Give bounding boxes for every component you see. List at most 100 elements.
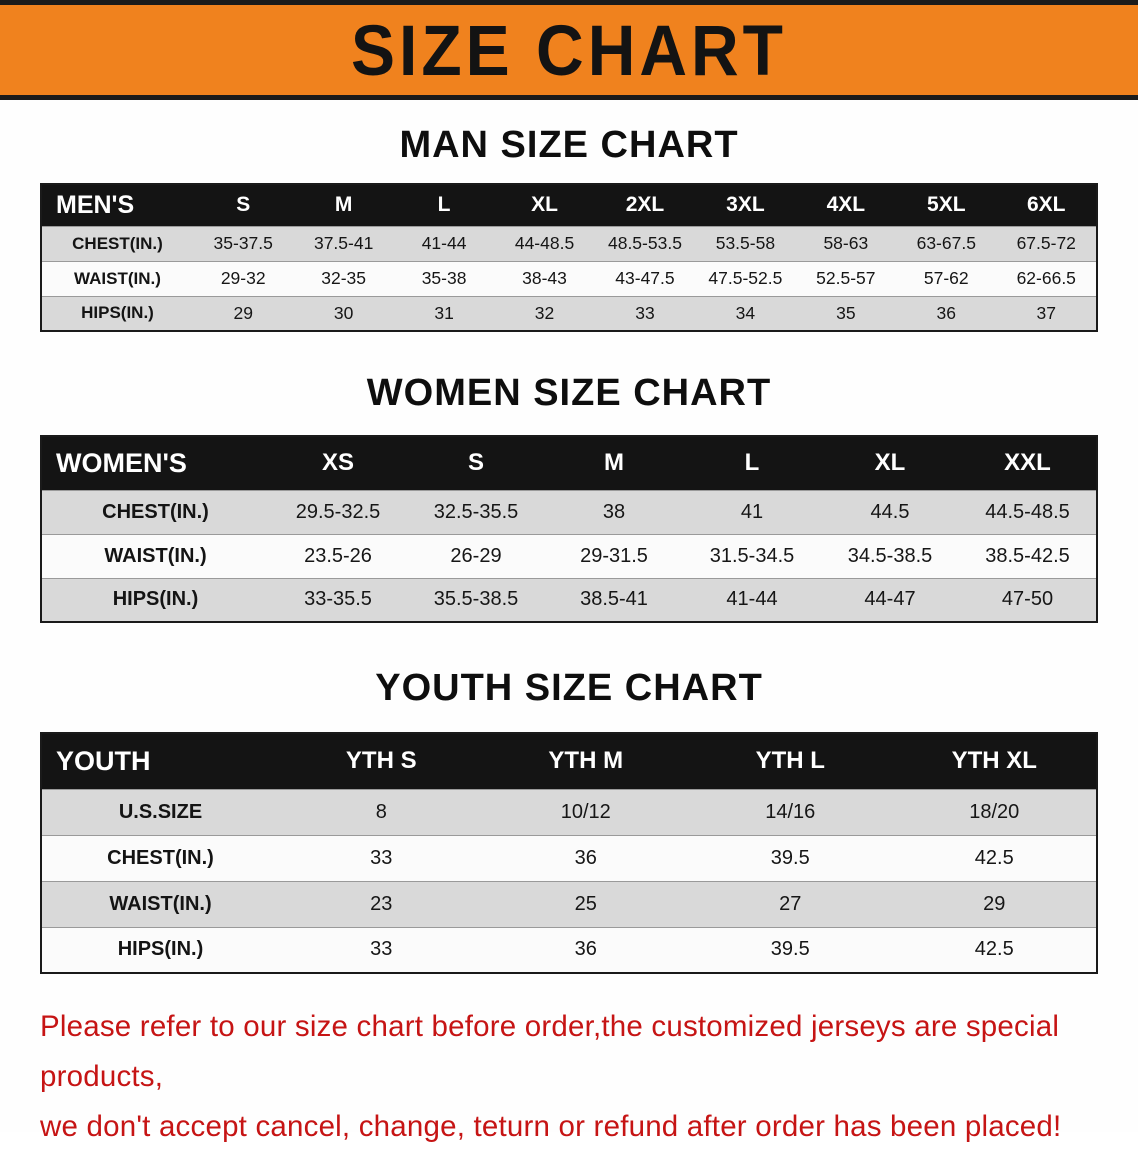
table-row: HIPS(IN.) 29 30 31 32 33 34 35 36 37 <box>41 296 1097 331</box>
size-value-cell: 44.5-48.5 <box>985 500 1070 523</box>
size-value-cell: 18/20 <box>969 800 1020 823</box>
size-value-cell: 29 <box>233 302 253 323</box>
size-column-header: XL <box>494 184 595 226</box>
size-value-cell: 38 <box>602 500 626 523</box>
size-value-cell: 29-32 <box>220 268 266 288</box>
size-value-cell: 37.5-41 <box>313 233 374 253</box>
size-value-cell: 62-66.5 <box>1016 268 1076 288</box>
row-label: HIPS(IN.) <box>112 588 199 611</box>
size-value-cell: 25 <box>574 892 597 915</box>
size-value-cell: 43-47.5 <box>615 268 675 288</box>
men-section-title: MAN SIZE CHART <box>399 124 739 166</box>
size-column-header: L <box>393 184 495 226</box>
size-value-cell: 53.5-58 <box>715 233 776 253</box>
table-row: HIPS(IN.) 33 36 39.5 42.5 <box>41 927 1097 973</box>
row-label: HIPS(IN.) <box>117 938 204 961</box>
size-value-cell: 29 <box>983 892 1006 915</box>
size-value-cell: 27 <box>779 892 802 915</box>
size-value-cell: 48.5-53.5 <box>607 233 682 253</box>
size-column-header: YTH L <box>688 733 893 789</box>
size-column-header: XS <box>269 436 407 490</box>
size-value-cell: 31 <box>434 302 454 323</box>
size-value-cell: 42.5 <box>974 846 1014 869</box>
size-value-cell: 47.5-52.5 <box>708 268 783 288</box>
row-label: CHEST(IN.) <box>107 846 214 869</box>
table-corner-label: MEN'S <box>41 184 193 226</box>
size-value-cell: 39.5 <box>770 846 810 869</box>
size-value-cell: 42.5 <box>974 938 1014 961</box>
size-value-cell: 39.5 <box>770 938 810 961</box>
size-value-cell: 34 <box>735 302 756 323</box>
size-value-cell: 34.5-38.5 <box>847 544 933 567</box>
women-section-title: WOMEN SIZE CHART <box>366 372 772 414</box>
size-column-header: 3XL <box>695 184 796 226</box>
table-row: HIPS(IN.) 33-35.5 35.5-38.5 38.5-41 41-44 44-… <box>41 578 1097 622</box>
table-corner-label: WOMEN'S <box>41 436 269 490</box>
table-header-row: WOMEN'S XS S M L XL XXL <box>41 436 1097 490</box>
size-value-cell: 41-44 <box>421 233 467 253</box>
size-value-cell: 52.5-57 <box>816 268 876 288</box>
table-row: WAIST(IN.) 23.5-26 26-29 29-31.5 31.5-34.5 34… <box>41 534 1097 578</box>
size-value-cell: 57-62 <box>923 268 969 288</box>
size-column-header: L <box>683 436 821 490</box>
size-column-header: YTH XL <box>892 733 1097 789</box>
table-row: WAIST(IN.) 23 25 27 29 <box>41 881 1097 927</box>
size-value-cell: 44-48.5 <box>514 233 575 253</box>
size-column-header: YTH M <box>483 733 688 789</box>
size-column-header: 4XL <box>795 184 897 226</box>
size-column-header: 5XL <box>896 184 997 226</box>
page-title: SIZE CHART <box>351 10 787 90</box>
youth-size-section: YOUTH SIZE CHART YOUTH YTH S YTH M YTH L YTH… <box>0 667 1138 974</box>
size-value-cell: 8 <box>375 800 387 823</box>
notice-line-1: Please refer to our size chart before or… <box>40 1010 1060 1093</box>
size-value-cell: 36 <box>574 938 597 961</box>
size-value-cell: 58-63 <box>823 233 869 253</box>
size-value-cell: 63-67.5 <box>916 233 976 253</box>
row-label: HIPS(IN.) <box>81 303 154 323</box>
size-value-cell: 33 <box>635 302 655 323</box>
size-value-cell: 67.5-72 <box>1016 233 1076 253</box>
size-value-cell: 35 <box>836 302 856 323</box>
size-value-cell: 32.5-35.5 <box>433 500 519 523</box>
size-value-cell: 33 <box>370 938 393 961</box>
size-value-cell: 29-31.5 <box>580 544 648 567</box>
size-value-cell: 26-29 <box>450 544 502 567</box>
size-column-header: 2XL <box>594 184 696 226</box>
table-row: CHEST(IN.) 35-37.5 37.5-41 41-44 44-48.5 48.5… <box>41 226 1097 261</box>
row-label: CHEST(IN.) <box>72 233 163 253</box>
row-label: WAIST(IN.) <box>74 268 161 288</box>
size-value-cell: 29.5-32.5 <box>295 500 381 523</box>
row-label: CHEST(IN.) <box>102 500 209 523</box>
size-value-cell: 30 <box>333 302 354 323</box>
table-row: CHEST(IN.) 29.5-32.5 32.5-35.5 38 41 44.5 44.5… <box>41 490 1097 534</box>
youth-size-table: YOUTH YTH S YTH M YTH L YTH XL U.S.SIZE 8 10/12… <box>40 732 1098 974</box>
size-column-header: 6XL <box>996 184 1097 226</box>
size-column-header: S <box>407 436 545 490</box>
size-column-header: YTH S <box>279 733 484 789</box>
row-label: WAIST(IN.) <box>109 892 212 915</box>
size-value-cell: 47-50 <box>1001 588 1054 611</box>
size-value-cell: 44-47 <box>864 588 916 611</box>
size-value-cell: 41 <box>740 500 764 523</box>
men-size-table: MEN'S S M L XL 2XL 3XL 4XL 5XL 6XL CHEST(IN.) 35-37… <box>40 183 1098 332</box>
women-size-section: WOMEN SIZE CHART WOMEN'S XS S M L XL XXL CHEST(… <box>0 372 1138 623</box>
size-value-cell: 33 <box>370 846 393 869</box>
women-size-table: WOMEN'S XS S M L XL XXL CHEST(IN.) 29.5-32.5 32.5… <box>40 435 1098 623</box>
size-column-header: S <box>193 184 294 226</box>
men-size-section: MAN SIZE CHART MEN'S S M L XL 2XL 3XL 4XL 5XL 6XL… <box>0 124 1138 332</box>
size-value-cell: 38-43 <box>522 268 567 288</box>
size-value-cell: 35-37.5 <box>213 233 273 253</box>
size-value-cell: 41-44 <box>726 588 778 611</box>
size-value-cell: 36 <box>574 846 597 869</box>
size-value-cell: 10/12 <box>560 800 611 823</box>
table-header-row: YOUTH YTH S YTH M YTH L YTH XL <box>41 733 1097 789</box>
size-value-cell: 23 <box>370 892 393 915</box>
banner: SIZE CHART <box>0 0 1138 100</box>
size-value-cell: 38.5-41 <box>580 588 648 611</box>
table-row: WAIST(IN.) 29-32 32-35 35-38 38-43 43-47.5 47.… <box>41 261 1097 296</box>
size-value-cell: 31.5-34.5 <box>709 544 795 567</box>
size-value-cell: 23.5-26 <box>304 544 372 567</box>
size-column-header: XL <box>821 436 959 490</box>
row-label: U.S.SIZE <box>118 800 203 823</box>
